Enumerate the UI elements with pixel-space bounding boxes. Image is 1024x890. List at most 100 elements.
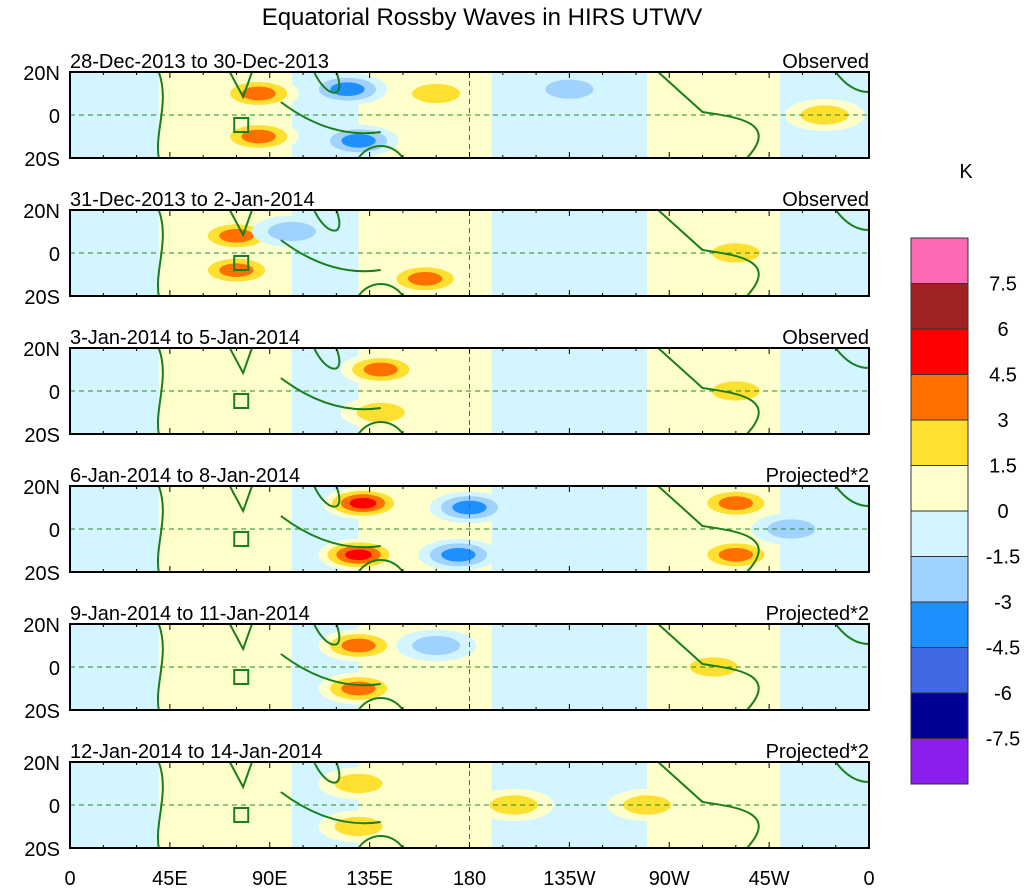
map-panel: 20N 0 20S 9-Jan-2014 to 11-Jan-2014 Projecte… <box>23 603 870 723</box>
contour-blob <box>363 362 398 377</box>
lat-tick-label: 20S <box>24 701 60 723</box>
coastline <box>156 486 164 572</box>
lon-tick-label: 45E <box>152 868 188 890</box>
lon-tick-label: 0 <box>64 868 75 890</box>
contour-blob <box>334 816 383 837</box>
coastline <box>357 421 404 434</box>
coastline <box>357 283 404 296</box>
contour-blob <box>412 635 461 656</box>
coastline <box>280 239 381 273</box>
lat-tick-label: 0 <box>49 244 60 266</box>
lat-tick-label: 0 <box>49 658 60 680</box>
coastline <box>228 624 253 652</box>
region-box <box>233 531 250 547</box>
coastline <box>657 210 760 296</box>
coastline <box>657 624 760 710</box>
coastline <box>228 210 253 238</box>
panel-date: 31-Dec-2013 to 2-Jan-2014 <box>70 189 315 211</box>
colorbar-label: -7.5 <box>986 729 1020 751</box>
region-box <box>233 255 250 271</box>
colorbar-label: -3 <box>994 592 1012 614</box>
colorbar-unit: K <box>959 161 973 183</box>
contour-blob <box>718 496 753 511</box>
coastline <box>313 210 341 232</box>
coastline <box>313 72 341 94</box>
coastline <box>156 762 164 848</box>
lon-tick-label: 0 <box>863 868 874 890</box>
contour-blob <box>800 105 849 125</box>
coastline <box>280 515 381 549</box>
colorbar-label: -4.5 <box>986 638 1020 660</box>
contour-blob <box>341 638 376 653</box>
contour-blob <box>345 549 372 561</box>
colorbar-swatch <box>910 374 969 421</box>
colorbar-swatch <box>910 419 969 466</box>
lat-tick-label: 20S <box>24 425 60 447</box>
coastline <box>313 486 341 508</box>
panel-status: Projected*2 <box>766 465 869 487</box>
coastline <box>228 486 253 514</box>
coastline <box>834 624 869 645</box>
colorbar-swatch <box>910 556 969 603</box>
lon-tick-label: 90E <box>252 868 288 890</box>
colorbar-swatch <box>910 738 969 785</box>
coastline <box>357 145 404 158</box>
colorbar-label: 3 <box>997 410 1008 432</box>
coastline <box>657 72 760 158</box>
panel-status: Projected*2 <box>766 603 869 625</box>
contour-blob <box>341 133 376 148</box>
contour-blob <box>545 79 594 99</box>
contour-blob <box>718 547 753 562</box>
contour-blob <box>407 271 443 286</box>
coastline <box>834 210 869 231</box>
panel-date: 6-Jan-2014 to 8-Jan-2014 <box>70 465 300 487</box>
map-panels: 20N 0 20S 28-Dec-2013 to 30-Dec-2013 Observe… <box>23 51 870 861</box>
colorbar-swatch <box>910 510 969 557</box>
coastline <box>834 762 869 783</box>
coastline <box>156 348 164 434</box>
coastline <box>313 624 341 646</box>
lat-tick-label: 0 <box>49 520 60 542</box>
map-panel: 20N 0 20S 28-Dec-2013 to 30-Dec-2013 Observe… <box>23 51 870 171</box>
lat-tick-label: 0 <box>49 796 60 818</box>
region-box <box>233 393 250 409</box>
coastline <box>156 210 164 296</box>
coastline <box>313 348 341 370</box>
coastline <box>280 101 381 135</box>
coastline <box>834 72 869 93</box>
lat-tick-label: 0 <box>49 382 60 404</box>
longitude-axis: 0 45E 90E 135E 180 135W 90W 45W 0 <box>64 868 874 890</box>
coastline <box>280 377 381 411</box>
coastline <box>228 762 253 790</box>
contour-blob <box>711 243 760 263</box>
coastline <box>357 835 404 848</box>
lat-tick-label: 20S <box>24 563 60 585</box>
colorbar-label: 7.5 <box>989 274 1017 296</box>
contour-blob <box>356 402 405 423</box>
coastline <box>156 624 164 710</box>
lat-tick-label: 20N <box>23 477 60 499</box>
coastline <box>834 348 869 369</box>
contour-blob <box>330 82 365 97</box>
panel-date: 12-Jan-2014 to 14-Jan-2014 <box>70 741 322 763</box>
lat-tick-label: 20N <box>23 201 60 223</box>
region-box <box>233 669 250 685</box>
lat-tick-label: 20N <box>23 63 60 85</box>
coastline <box>657 348 760 434</box>
figure-title: Equatorial Rossby Waves in HIRS UTWV <box>262 4 703 31</box>
panel-status: Projected*2 <box>766 741 869 763</box>
lat-tick-label: 20N <box>23 753 60 775</box>
colorbar-label: 6 <box>997 319 1008 341</box>
panel-date: 28-Dec-2013 to 30-Dec-2013 <box>70 51 329 73</box>
lon-tick-label: 45W <box>749 868 790 890</box>
panel-date: 3-Jan-2014 to 5-Jan-2014 <box>70 327 300 349</box>
coastline <box>280 791 381 825</box>
colorbar-label: 1.5 <box>989 456 1017 478</box>
lon-tick-label: 135E <box>346 868 393 890</box>
colorbar-swatch <box>910 601 969 648</box>
region-box <box>233 117 250 133</box>
coastline <box>657 762 760 848</box>
map-panel: 20N 0 20S 3-Jan-2014 to 5-Jan-2014 Observed <box>23 327 870 447</box>
coastline <box>834 486 869 507</box>
contour-blob <box>267 221 316 242</box>
